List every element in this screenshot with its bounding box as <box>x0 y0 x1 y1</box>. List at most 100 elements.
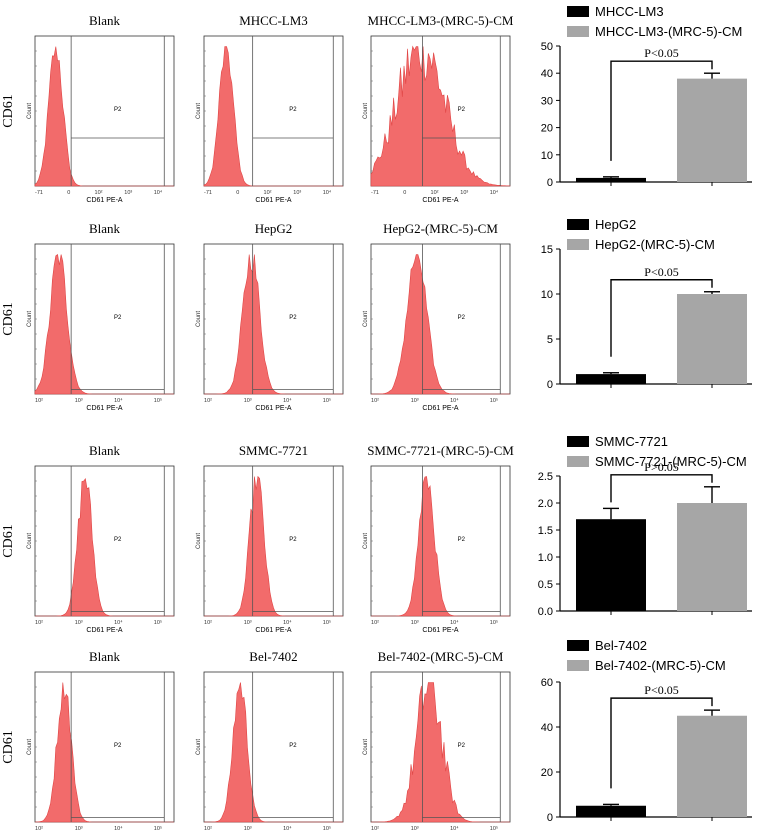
bar <box>677 294 747 384</box>
flow-y-axis-label: Count <box>196 533 202 549</box>
flow-x-tick-label: 10² <box>95 190 103 196</box>
flow-x-tick-label: 10² <box>204 398 212 404</box>
flow-plot-frame <box>203 243 344 395</box>
bar-chart: SMMC-7721 SMMC-7721-(MRC-5)-CM 0.0 0.5 1.0 1.… <box>538 434 752 618</box>
flow-histogram <box>34 253 174 395</box>
y-tick-label: 5 <box>547 334 553 346</box>
y-tick-label: 0 <box>547 177 553 189</box>
flow-x-tick-label: 10² <box>35 620 43 626</box>
flow-x-tick-label: 10⁵ <box>490 397 498 404</box>
flow-panel: SMMC-7721 Count P2 10² 10³ 10⁴ 10⁵ CD61 PE-A <box>196 443 344 634</box>
flow-x-tick-label: 10⁴ <box>114 619 123 626</box>
y-tick-label: 50 <box>541 41 553 53</box>
flow-gate-label: P2 <box>458 315 466 321</box>
flow-gate-label: P2 <box>289 315 297 321</box>
flow-x-axis-label: CD61 PE-A <box>255 627 292 634</box>
flow-plot-frame <box>203 465 344 617</box>
flow-x-tick-label: 0 <box>236 190 239 196</box>
significance-label: P<0.05 <box>644 46 678 60</box>
flow-y-axis-label: Count <box>363 103 369 119</box>
flow-x-tick-label: 10³ <box>244 398 252 404</box>
flow-panel: MHCC-LM3-(MRC-5)-CM Count P2 -71 0 10² 10³ 10⁴ C… <box>363 13 514 204</box>
legend-label: SMMC-7721-(MRC-5)-CM <box>595 454 747 469</box>
flow-histogram <box>370 45 511 187</box>
bar <box>677 503 747 611</box>
flow-panel-title: MHCC-LM3 <box>239 13 308 28</box>
flow-x-tick-label: 10⁴ <box>283 825 292 831</box>
flow-panel-title: SMMC-7721 <box>239 443 308 458</box>
legend-swatch <box>567 6 589 17</box>
y-tick-label: 1.0 <box>538 552 553 564</box>
flow-panel-title: Blank <box>89 221 121 236</box>
flow-x-tick-label: 10⁴ <box>323 189 332 196</box>
flow-x-tick-label: 10³ <box>244 620 252 626</box>
flow-gate-label: P2 <box>458 537 466 543</box>
flow-x-axis-label: CD61 PE-A <box>422 405 459 412</box>
flow-y-axis-label: Count <box>27 311 33 327</box>
flow-panel-title: Blank <box>89 443 121 458</box>
flow-x-tick-label: 10⁵ <box>154 825 162 831</box>
flow-panel-title: Blank <box>89 649 121 664</box>
significance-bracket <box>610 279 713 357</box>
flow-x-tick-label: 0 <box>403 190 406 196</box>
flow-y-axis-label: Count <box>27 533 33 549</box>
bar-chart: HepG2 HepG2-(MRC-5)-CM 0 5 10 15 P<0.05 <box>541 217 752 391</box>
flow-x-tick-label: 10³ <box>460 190 468 196</box>
legend-label: HepG2-(MRC-5)-CM <box>595 237 715 252</box>
flow-x-tick-label: -71 <box>371 190 379 196</box>
row-y-label: CD61 <box>1 94 16 127</box>
flow-x-tick-label: 10³ <box>244 826 252 831</box>
flow-x-tick-label: 10⁴ <box>450 397 459 404</box>
flow-x-tick-label: 10² <box>371 398 379 404</box>
flow-y-axis-label: Count <box>196 103 202 119</box>
flow-x-tick-label: 10² <box>35 826 43 831</box>
legend-swatch <box>567 219 589 230</box>
bar-chart: MHCC-LM3 MHCC-LM3-(MRC-5)-CM 0 10 20 30 40 50 P<… <box>541 4 752 189</box>
flow-x-tick-label: 10⁵ <box>154 397 162 404</box>
flow-x-tick-label: 10⁴ <box>283 619 292 626</box>
y-tick-label: 0 <box>547 379 553 391</box>
row-y-label: CD61 <box>1 524 16 557</box>
flow-x-axis-label: CD61 PE-A <box>255 197 292 204</box>
flow-panel: Bel-7402-(MRC-5)-CMCountP210²10³10⁴10⁵CD… <box>363 649 511 836</box>
significance-label: P<0.05 <box>644 683 678 697</box>
flow-gate-label: P2 <box>289 743 297 749</box>
flow-histogram <box>371 254 510 395</box>
flow-x-axis-label: CD61 PE-A <box>86 197 123 204</box>
flow-panel: Bel-7402CountP210²10³10⁴10⁵CD61 PE-A <box>196 649 344 836</box>
y-tick-label: 15 <box>541 244 553 256</box>
bar <box>677 78 747 182</box>
flow-histogram <box>204 475 343 617</box>
flow-x-tick-label: -71 <box>35 190 43 196</box>
flow-x-tick-label: 10⁴ <box>450 619 459 626</box>
flow-x-tick-label: 10⁴ <box>114 825 123 831</box>
legend-swatch <box>567 239 589 250</box>
flow-x-tick-label: 10³ <box>411 620 419 626</box>
flow-y-axis-label: Count <box>27 103 33 119</box>
legend-swatch <box>567 640 589 651</box>
flow-histogram <box>204 682 343 823</box>
flow-y-axis-label: Count <box>363 533 369 549</box>
flow-panel-title: HepG2 <box>255 221 293 236</box>
bar <box>576 519 646 611</box>
bar <box>576 805 646 817</box>
legend-swatch <box>567 436 589 447</box>
flow-x-tick-label: 10³ <box>411 826 419 831</box>
flow-x-axis-label: CD61 PE-A <box>86 627 123 634</box>
flow-x-tick-label: 10⁵ <box>490 619 498 626</box>
flow-y-axis-label: Count <box>27 739 33 755</box>
y-tick-label: 1.5 <box>538 525 553 537</box>
y-tick-label: 60 <box>541 677 553 689</box>
row-y-label: CD61 <box>1 302 16 335</box>
flow-x-tick-label: 10⁵ <box>323 825 331 831</box>
flow-panel-title: HepG2-(MRC-5)-CM <box>383 221 498 236</box>
flow-gate-label: P2 <box>114 743 122 749</box>
flow-x-tick-label: 10³ <box>75 398 83 404</box>
flow-histogram <box>204 254 343 395</box>
flow-histogram <box>203 46 343 187</box>
flow-x-tick-label: 10³ <box>411 398 419 404</box>
flow-panel-title: Blank <box>89 13 121 28</box>
